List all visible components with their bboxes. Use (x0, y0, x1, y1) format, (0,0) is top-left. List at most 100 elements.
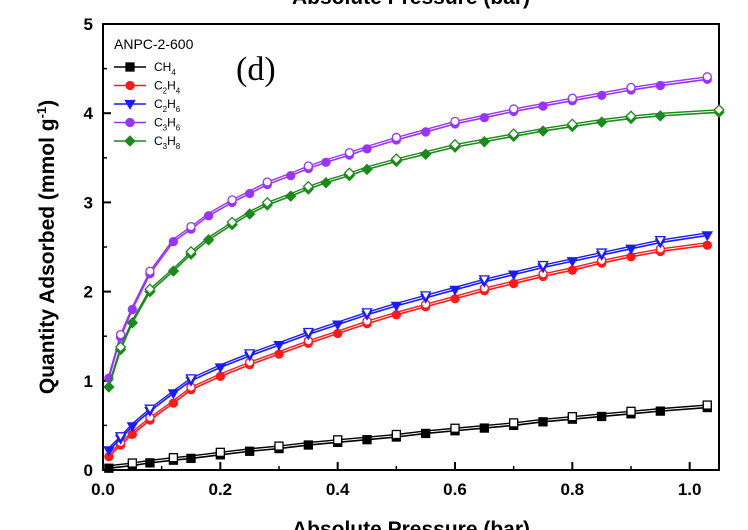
x-tick-label: 1.0 (678, 480, 702, 499)
data-point (421, 428, 431, 439)
data-point-open (343, 167, 356, 179)
data-point (507, 270, 520, 281)
data-point (479, 113, 489, 123)
x-axis-title: Absolute Pressure (bar) (292, 518, 530, 530)
y-tick-label: 0 (84, 461, 93, 480)
data-point-open (391, 132, 401, 143)
legend-marker (125, 80, 135, 91)
series-desorption-line (108, 242, 708, 455)
data-point (331, 320, 344, 331)
legend-marker (125, 117, 135, 128)
panel-label: (d) (236, 51, 276, 88)
data-point (103, 381, 115, 393)
data-point (625, 244, 637, 255)
y-tick-label: 3 (84, 193, 93, 212)
data-point (126, 317, 139, 329)
data-point (597, 411, 607, 422)
x-tick-label: 0.8 (561, 480, 585, 499)
data-point (702, 240, 712, 250)
y-tick-label: 5 (84, 15, 93, 34)
data-point (391, 310, 401, 320)
data-point-open (215, 447, 225, 457)
data-point-open (261, 196, 273, 209)
data-point (243, 208, 256, 220)
data-point (245, 446, 255, 456)
data-point-open (449, 138, 461, 151)
data-point-open (450, 116, 460, 127)
data-point-open (168, 453, 179, 463)
data-point (566, 257, 579, 268)
data-point-open (361, 308, 373, 319)
data-point-open (127, 458, 137, 468)
data-point-open (595, 248, 608, 259)
data-point (103, 446, 115, 457)
x-tick-label: 0.2 (209, 480, 233, 499)
data-point-open (537, 260, 549, 271)
data-point-open (509, 418, 519, 428)
data-point (361, 163, 373, 176)
data-point-open (185, 245, 197, 258)
data-point (168, 236, 179, 247)
data-point-open (114, 432, 127, 443)
data-point (479, 423, 489, 433)
data-point (419, 148, 432, 160)
legend-label-c3h6: C3H6 (154, 116, 181, 133)
data-point (214, 363, 227, 374)
series-c2h6 (103, 231, 713, 457)
series-c3h6 (104, 72, 712, 383)
data-point-open (567, 93, 577, 103)
data-point-open (478, 275, 491, 286)
data-point-open (566, 118, 579, 130)
data-point (537, 125, 549, 137)
top-axis-title: Absolute Pressure (bar) (292, 0, 530, 9)
y-axis-title-close: ) (36, 100, 59, 107)
data-point-open (626, 406, 636, 416)
data-point-open (625, 110, 637, 122)
data-point-open (262, 177, 272, 187)
data-point (126, 422, 139, 433)
data-point (655, 80, 665, 91)
data-point-open (626, 82, 636, 93)
x-tick-label: 0.4 (326, 480, 350, 499)
series-c2h4 (104, 240, 712, 462)
series-adsorption-line (108, 244, 708, 458)
data-point (478, 136, 491, 148)
series-adsorption-line (108, 406, 708, 470)
data-point-open (226, 216, 238, 228)
data-point (567, 265, 577, 275)
data-point-open (509, 104, 519, 114)
data-point (167, 389, 180, 400)
data-point (362, 144, 372, 154)
series-desorption-line (108, 76, 708, 376)
series-c3h8 (103, 104, 725, 393)
series-ch4 (104, 400, 712, 473)
data-point-open (333, 435, 343, 445)
data-point (320, 177, 332, 189)
data-point (186, 453, 196, 464)
data-point (701, 231, 713, 242)
x-tick-label: 0.6 (443, 480, 467, 499)
data-point-open (186, 222, 196, 232)
data-point-open (114, 341, 127, 353)
data-point (321, 157, 331, 167)
legend-label-c2h6: C2H6 (154, 97, 181, 114)
data-point-open (185, 374, 197, 385)
data-point-open (450, 423, 460, 433)
legend-marker (124, 99, 136, 110)
y-axis-title-sup: -1 (34, 107, 49, 119)
data-point-open (702, 72, 712, 82)
legend-marker (124, 135, 136, 147)
data-point-open (390, 153, 403, 165)
data-point (509, 278, 519, 289)
data-point (285, 190, 297, 202)
series-adsorption-line (108, 78, 708, 379)
data-point-open (419, 291, 432, 302)
data-point (538, 101, 548, 111)
data-point (538, 417, 548, 427)
data-point-open (302, 327, 315, 338)
data-point-open (227, 195, 237, 205)
data-point-open (243, 349, 256, 360)
data-point (595, 116, 608, 128)
data-point (421, 127, 431, 137)
